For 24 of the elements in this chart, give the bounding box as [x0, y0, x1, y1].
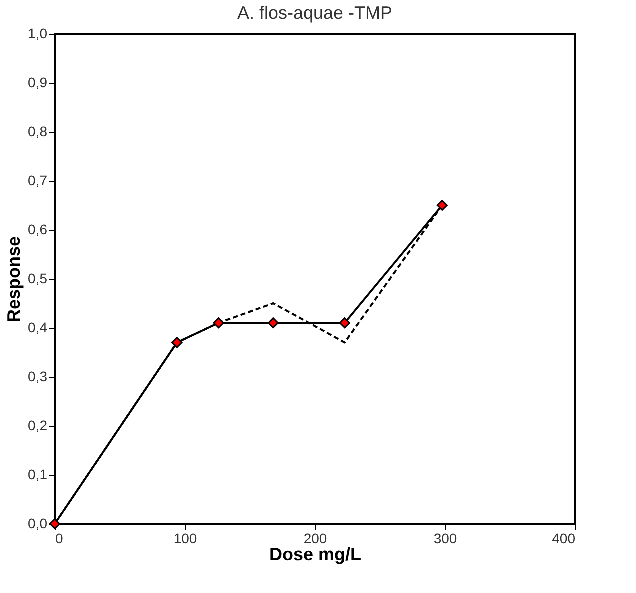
y-tick-label: 0,7 [28, 172, 48, 188]
y-tick-label: 0,1 [28, 466, 48, 482]
x-tick-label: 300 [434, 530, 458, 546]
y-tick-label: 1,0 [28, 26, 48, 42]
y-axis-title: Response [4, 236, 24, 323]
point [172, 337, 183, 348]
x-tick-label: 200 [304, 530, 328, 546]
chart-title: A. flos-aquae -TMP [237, 3, 393, 23]
y-tick-label: 0,2 [28, 418, 48, 434]
y-tick-label: 0,4 [28, 320, 48, 336]
y-tick-label: 0,6 [28, 222, 48, 238]
y-tick-label: 0,5 [28, 270, 48, 286]
y-tick-label: 0,9 [28, 74, 48, 90]
x-axis-title: Dose mg/L [269, 544, 362, 564]
x-tick-label: 0 [56, 530, 64, 546]
y-tick-label: 0,8 [28, 124, 48, 140]
point [213, 318, 224, 329]
point [436, 200, 448, 211]
point [268, 318, 279, 329]
y-tick-label: 0,0 [28, 516, 48, 532]
x-tick-label: 400 [552, 530, 576, 546]
x-tick-label: 100 [174, 530, 198, 546]
point [339, 318, 350, 329]
y-tick-label: 0,3 [28, 368, 48, 384]
